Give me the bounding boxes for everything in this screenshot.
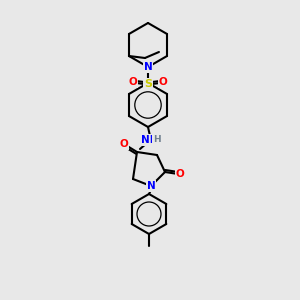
Text: H: H — [153, 136, 161, 145]
Text: NH: NH — [141, 135, 159, 145]
Text: O: O — [159, 77, 167, 87]
Text: O: O — [129, 77, 137, 87]
Text: N: N — [147, 181, 155, 191]
Text: S: S — [144, 79, 152, 89]
Text: O: O — [176, 169, 184, 179]
Text: O: O — [120, 139, 128, 149]
Text: N: N — [144, 62, 152, 72]
